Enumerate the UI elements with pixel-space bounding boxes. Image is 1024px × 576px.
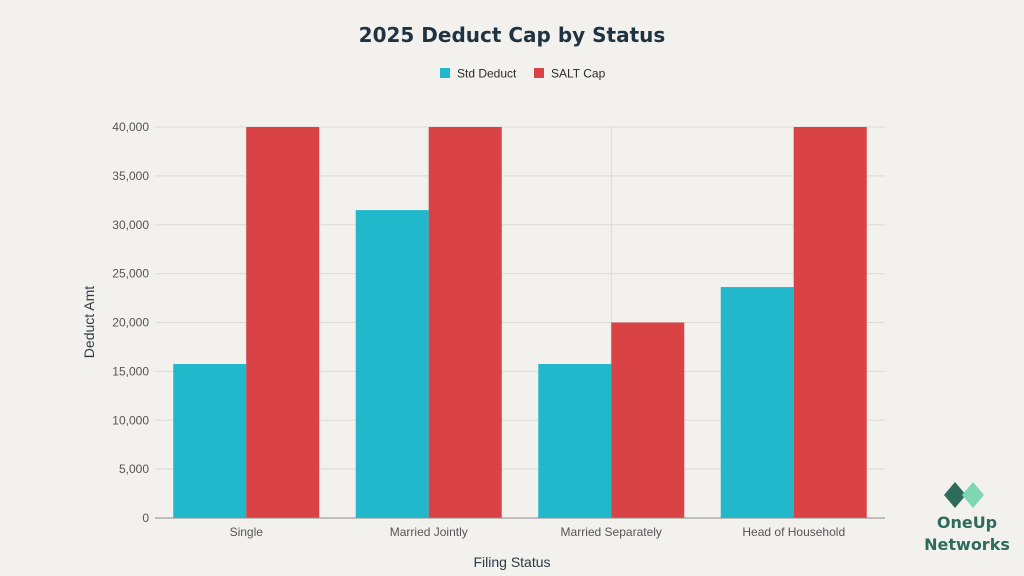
- y-tick-label: 25,000: [112, 267, 149, 281]
- bar-salt-cap-1: [428, 127, 502, 518]
- logo-diamond-icon: [944, 482, 984, 508]
- bar-std-deduct-3: [720, 287, 794, 518]
- x-tick-label: Single: [230, 525, 264, 539]
- x-tick-label: Married Separately: [561, 525, 662, 539]
- y-tick-label: 20,000: [112, 316, 149, 330]
- bars: [173, 127, 867, 518]
- x-axis-title: Filing Status: [473, 554, 550, 570]
- logo-line2: Networks: [924, 535, 1010, 554]
- legend-label: SALT Cap: [551, 67, 606, 81]
- y-tick-label: 5,000: [119, 462, 149, 476]
- bar-std-deduct-2: [538, 364, 612, 518]
- logo-line1: OneUp: [937, 513, 997, 532]
- chart-title: 2025 Deduct Cap by Status: [359, 23, 666, 47]
- bar-salt-cap-3: [793, 127, 867, 518]
- y-tick-label: 30,000: [112, 218, 149, 232]
- oneup-networks-logo: OneUp Networks: [924, 482, 1010, 554]
- x-tick-label: Married Jointly: [390, 525, 468, 539]
- legend: Std Deduct SALT Cap: [440, 67, 606, 81]
- y-tick-label: 40,000: [112, 120, 149, 134]
- bar-std-deduct-0: [173, 364, 247, 518]
- y-axis-ticks: 0 5,000 10,000 15,000 20,000 25,000 30,000 35,0…: [112, 120, 149, 525]
- bar-salt-cap-2: [611, 322, 685, 518]
- legend-label: Std Deduct: [457, 67, 517, 81]
- y-axis-title: Deduct Amt: [81, 286, 97, 358]
- legend-swatch: [440, 68, 450, 78]
- x-tick-label: Head of Household: [742, 525, 845, 539]
- y-tick-label: 10,000: [112, 413, 149, 427]
- bar-salt-cap-0: [246, 127, 320, 518]
- bar-std-deduct-1: [355, 210, 429, 518]
- y-tick-label: 15,000: [112, 364, 149, 378]
- x-axis-ticks: Single Married Jointly Married Separately H…: [230, 525, 846, 539]
- y-tick-label: 0: [142, 511, 149, 525]
- legend-swatch: [534, 68, 544, 78]
- y-tick-label: 35,000: [112, 169, 149, 183]
